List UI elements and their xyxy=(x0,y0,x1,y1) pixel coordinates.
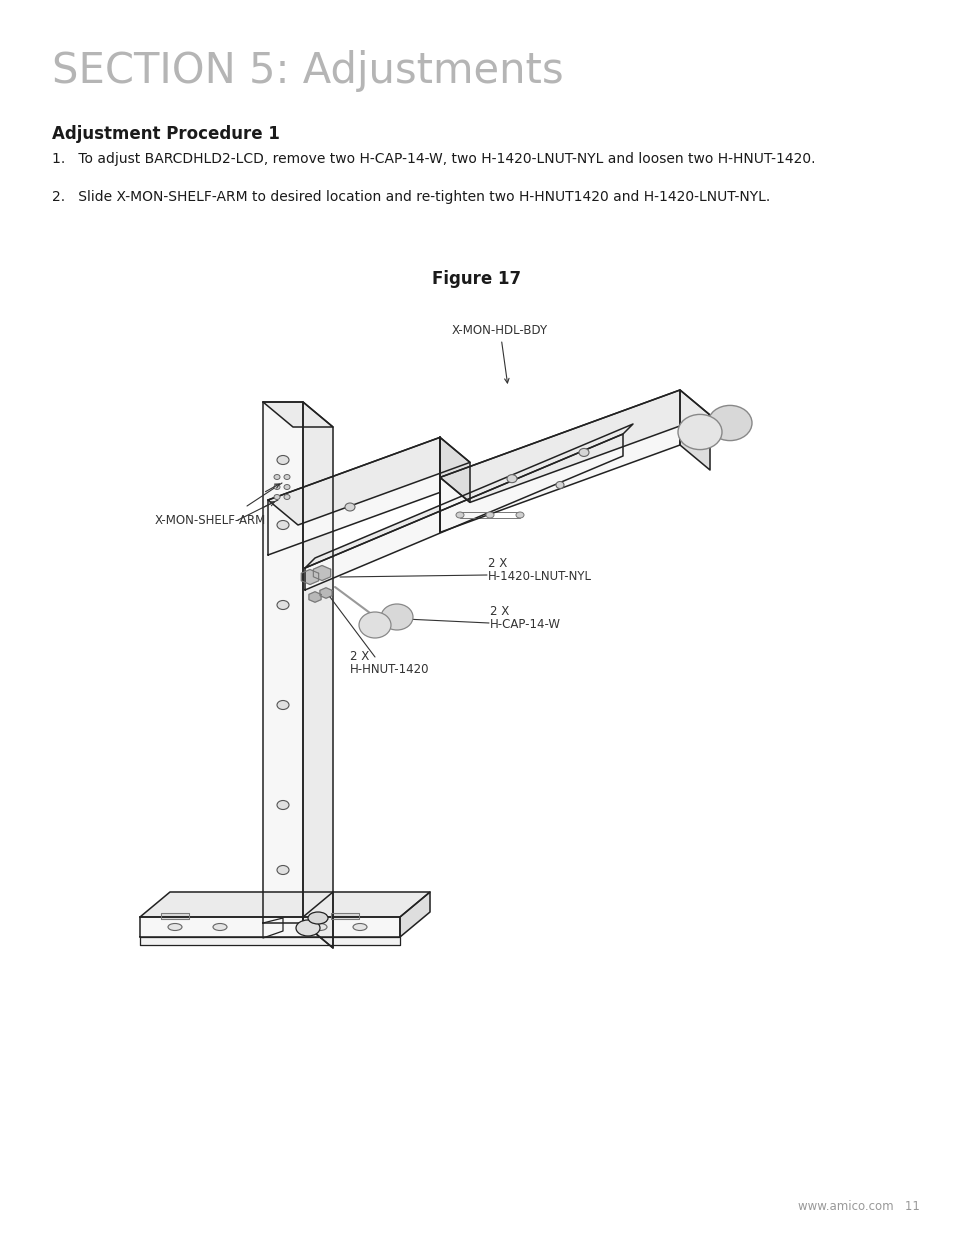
Ellipse shape xyxy=(274,494,280,499)
Ellipse shape xyxy=(276,866,289,874)
Polygon shape xyxy=(161,913,189,919)
Polygon shape xyxy=(319,588,332,598)
Polygon shape xyxy=(303,892,333,948)
Text: SECTION 5: Adjustments: SECTION 5: Adjustments xyxy=(52,49,563,91)
Text: Figure 17: Figure 17 xyxy=(432,270,521,288)
Polygon shape xyxy=(268,437,470,525)
Ellipse shape xyxy=(678,415,721,450)
Text: 2.   Slide X-MON-SHELF-ARM to desired location and re-tighten two H-HNUT1420 and: 2. Slide X-MON-SHELF-ARM to desired loca… xyxy=(52,190,769,204)
Polygon shape xyxy=(305,424,633,568)
Polygon shape xyxy=(679,390,709,471)
Ellipse shape xyxy=(276,456,289,464)
Text: 2 X: 2 X xyxy=(490,605,509,618)
Text: H-CAP-14-W: H-CAP-14-W xyxy=(490,618,560,631)
Text: 1.   To adjust BARCDHLD2-LCD, remove two H-CAP-14-W, two H-1420-LNUT-NYL and loo: 1. To adjust BARCDHLD2-LCD, remove two H… xyxy=(52,152,815,165)
Text: H-HNUT-1420: H-HNUT-1420 xyxy=(350,663,429,676)
Ellipse shape xyxy=(284,484,290,489)
Polygon shape xyxy=(399,892,430,937)
Ellipse shape xyxy=(308,911,328,924)
Polygon shape xyxy=(140,937,399,945)
Polygon shape xyxy=(303,403,333,948)
Ellipse shape xyxy=(578,448,588,457)
Polygon shape xyxy=(263,403,303,923)
Ellipse shape xyxy=(313,924,327,930)
Text: X-MON-HDL-BDY: X-MON-HDL-BDY xyxy=(452,324,548,383)
Ellipse shape xyxy=(516,513,523,517)
Polygon shape xyxy=(301,569,318,584)
Text: 2 X: 2 X xyxy=(350,650,369,663)
Polygon shape xyxy=(263,403,333,427)
Text: www.amico.com   11: www.amico.com 11 xyxy=(798,1200,919,1213)
Polygon shape xyxy=(439,437,470,503)
Ellipse shape xyxy=(276,520,289,530)
Ellipse shape xyxy=(358,613,391,638)
Ellipse shape xyxy=(168,924,182,930)
Polygon shape xyxy=(439,390,709,503)
Polygon shape xyxy=(309,592,321,603)
Polygon shape xyxy=(331,913,358,919)
Text: Adjustment Procedure 1: Adjustment Procedure 1 xyxy=(52,125,279,143)
Ellipse shape xyxy=(707,405,751,441)
Polygon shape xyxy=(268,437,439,555)
Ellipse shape xyxy=(276,600,289,610)
Text: H-1420-LNUT-NYL: H-1420-LNUT-NYL xyxy=(488,571,592,583)
Ellipse shape xyxy=(556,482,563,489)
Ellipse shape xyxy=(276,700,289,709)
Ellipse shape xyxy=(284,474,290,479)
Text: X-MON-SHELF-ARM: X-MON-SHELF-ARM xyxy=(154,514,266,526)
Ellipse shape xyxy=(456,513,463,517)
Ellipse shape xyxy=(295,920,319,936)
Polygon shape xyxy=(140,892,430,918)
Ellipse shape xyxy=(213,924,227,930)
Polygon shape xyxy=(305,433,622,590)
Polygon shape xyxy=(263,918,283,939)
Ellipse shape xyxy=(353,924,367,930)
Ellipse shape xyxy=(380,604,413,630)
Ellipse shape xyxy=(506,474,517,483)
Text: 2 X: 2 X xyxy=(488,557,507,571)
Polygon shape xyxy=(439,390,679,532)
Ellipse shape xyxy=(274,474,280,479)
Polygon shape xyxy=(140,918,399,937)
Ellipse shape xyxy=(345,503,355,511)
Ellipse shape xyxy=(274,484,280,489)
Ellipse shape xyxy=(485,513,494,517)
Polygon shape xyxy=(313,566,331,580)
Ellipse shape xyxy=(276,800,289,809)
Ellipse shape xyxy=(284,494,290,499)
